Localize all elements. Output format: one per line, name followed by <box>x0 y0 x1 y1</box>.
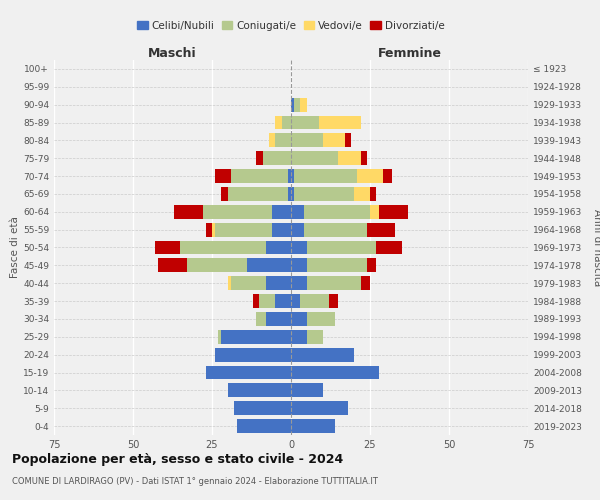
Bar <box>221 187 228 201</box>
Bar <box>272 222 291 236</box>
Bar <box>174 205 203 219</box>
Bar <box>294 169 358 183</box>
Bar <box>259 294 275 308</box>
Bar <box>228 276 231 290</box>
Bar <box>291 151 338 165</box>
Bar <box>288 187 291 201</box>
Bar <box>181 240 266 254</box>
Bar <box>338 151 361 165</box>
Bar <box>291 169 294 183</box>
Bar <box>281 116 291 130</box>
Bar <box>256 312 266 326</box>
Bar <box>301 294 329 308</box>
Bar <box>203 205 272 219</box>
Bar <box>345 134 351 147</box>
Bar <box>215 222 272 236</box>
Text: Femmine: Femmine <box>377 47 442 60</box>
Bar <box>367 258 376 272</box>
Bar <box>291 348 354 362</box>
Bar <box>307 240 376 254</box>
Bar <box>231 276 266 290</box>
Text: Popolazione per età, sesso e stato civile - 2024: Popolazione per età, sesso e stato civil… <box>12 452 343 466</box>
Bar <box>354 187 370 201</box>
Bar <box>291 294 301 308</box>
Bar <box>291 258 307 272</box>
Bar <box>266 240 291 254</box>
Legend: Celibi/Nubili, Coniugati/e, Vedovi/e, Divorziati/e: Celibi/Nubili, Coniugati/e, Vedovi/e, Di… <box>133 16 449 35</box>
Bar <box>358 169 383 183</box>
Bar <box>215 169 231 183</box>
Bar <box>291 187 294 201</box>
Y-axis label: Anni di nascita: Anni di nascita <box>592 209 600 286</box>
Bar <box>231 169 288 183</box>
Bar <box>294 98 301 112</box>
Bar <box>266 276 291 290</box>
Bar <box>212 222 215 236</box>
Bar <box>253 294 259 308</box>
Bar <box>228 384 291 398</box>
Bar <box>247 258 291 272</box>
Bar <box>263 151 291 165</box>
Bar <box>291 384 323 398</box>
Bar <box>288 169 291 183</box>
Bar <box>275 134 291 147</box>
Bar <box>376 240 401 254</box>
Bar <box>291 401 348 415</box>
Bar <box>304 205 370 219</box>
Bar <box>319 116 361 130</box>
Bar <box>272 205 291 219</box>
Bar <box>291 330 307 344</box>
Bar <box>291 98 294 112</box>
Bar <box>234 401 291 415</box>
Bar <box>215 348 291 362</box>
Bar <box>367 222 395 236</box>
Bar <box>218 330 221 344</box>
Text: COMUNE DI LARDIRAGO (PV) - Dati ISTAT 1° gennaio 2024 - Elaborazione TUTTITALIA.: COMUNE DI LARDIRAGO (PV) - Dati ISTAT 1°… <box>12 478 378 486</box>
Bar <box>307 258 367 272</box>
Bar <box>269 134 275 147</box>
Bar <box>307 330 323 344</box>
Bar <box>307 276 361 290</box>
Bar <box>291 222 304 236</box>
Bar <box>221 330 291 344</box>
Bar <box>158 258 187 272</box>
Bar <box>266 312 291 326</box>
Bar <box>370 205 379 219</box>
Bar <box>228 187 288 201</box>
Y-axis label: Fasce di età: Fasce di età <box>10 216 20 278</box>
Bar <box>237 419 291 433</box>
Bar <box>155 240 181 254</box>
Bar <box>291 312 307 326</box>
Bar <box>361 151 367 165</box>
Bar <box>301 98 307 112</box>
Bar <box>323 134 345 147</box>
Bar <box>275 294 291 308</box>
Bar <box>291 419 335 433</box>
Bar <box>275 116 281 130</box>
Bar <box>291 116 319 130</box>
Text: Maschi: Maschi <box>148 47 197 60</box>
Bar <box>291 240 307 254</box>
Bar <box>383 169 392 183</box>
Bar <box>206 222 212 236</box>
Bar <box>291 276 307 290</box>
Bar <box>379 205 408 219</box>
Bar <box>370 187 376 201</box>
Bar <box>329 294 338 308</box>
Bar <box>291 134 323 147</box>
Bar <box>291 366 379 380</box>
Bar <box>291 205 304 219</box>
Bar <box>256 151 263 165</box>
Bar <box>307 312 335 326</box>
Bar <box>187 258 247 272</box>
Bar <box>206 366 291 380</box>
Bar <box>304 222 367 236</box>
Bar <box>361 276 370 290</box>
Bar <box>294 187 354 201</box>
